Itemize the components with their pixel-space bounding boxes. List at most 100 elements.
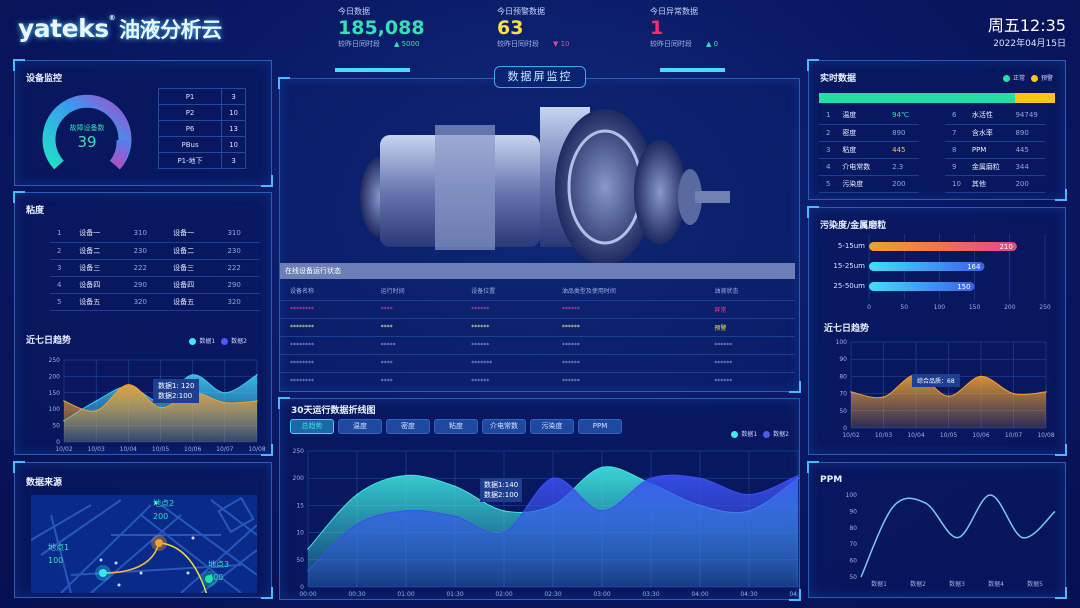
y-tick-label: 60: [849, 558, 857, 565]
cell: ******: [704, 336, 795, 355]
cell: 13: [221, 120, 246, 137]
tab-1[interactable]: 温度: [338, 419, 382, 434]
x-tick-label: 0: [867, 304, 871, 311]
cell: 1: [50, 225, 73, 243]
table-row[interactable]: *******************************: [280, 354, 795, 373]
tab-3[interactable]: 粘度: [434, 419, 478, 434]
y-tick-label: 250: [49, 357, 61, 364]
table-row[interactable]: *******************************: [280, 336, 795, 355]
cell: 5: [819, 175, 836, 193]
cell: 污染度: [835, 175, 886, 193]
trend-right-tooltip: 综合品质：68: [912, 374, 960, 387]
cell: ******: [461, 336, 552, 355]
y-tick-label: 250: [293, 448, 305, 455]
realtime-row: 5 污染度 200: [819, 175, 919, 193]
table-row[interactable]: ******** **** ****** ****** ******: [280, 372, 795, 391]
bar: [869, 282, 975, 291]
cell: 温度: [835, 107, 886, 125]
trend-right-chart: 0 50 70 80 90 100 10/02 10/03 10/04 10/05 10/06 10/…: [836, 339, 1055, 439]
bar-value-label: 210: [999, 243, 1012, 251]
column-header: 设备名称: [290, 288, 315, 295]
trend-left-tooltip: 数据1: 120 数据2:100: [153, 379, 200, 403]
location-1-label: 地点1 100: [48, 543, 70, 565]
data-point: [850, 391, 852, 393]
cell: 310: [220, 225, 260, 243]
location-2-label: 地点2 200: [153, 499, 175, 521]
data-point: [503, 510, 505, 512]
tab-6[interactable]: PPM: [578, 419, 622, 434]
cell: ********: [280, 318, 371, 337]
bar: [869, 262, 985, 271]
y-tick-label: 80: [849, 525, 857, 532]
cell: 10: [945, 175, 965, 193]
y-tick-label: 90: [839, 356, 847, 363]
y-tick-label: 0: [843, 425, 847, 432]
monitor-row: P6 13: [157, 120, 246, 137]
cell: 200: [1008, 175, 1045, 193]
table-row[interactable]: ******** **** ****** ****** 异常: [280, 300, 795, 319]
cell: ******: [551, 354, 705, 373]
tab-5[interactable]: 污染度: [530, 419, 574, 434]
cell: ******: [461, 300, 552, 319]
x-tick-label: 10/05: [152, 446, 169, 453]
x-tick-label: 数据3: [949, 580, 965, 588]
realtime-row: 8 PPM 445: [945, 141, 1045, 159]
y-tick-label: 50: [849, 574, 857, 581]
viscosity-panel: 粘度 1 设备一 310 设备一 310 2 设备二 230 设备二 230 3 设备三 222 设备三 2…: [13, 191, 273, 456]
ppm-panel: PPM 50 60 70 80 90 100 数据1 数据2 数据3 数据4 数据5: [807, 461, 1067, 599]
y-tick-label: 80: [839, 373, 847, 380]
data-point: [650, 477, 652, 479]
cell: 290: [126, 276, 167, 294]
line30-chart: 0 50 10 15 200 250 00:00 00:30 01:00 01:30 02:00 02…: [293, 448, 801, 598]
cell: 2: [819, 124, 836, 142]
y-tick-label: 0: [56, 439, 60, 446]
cell: ****: [370, 318, 462, 337]
monitor-title-badge: 数据屏监控: [494, 66, 586, 88]
data-point: [601, 466, 603, 469]
x-tick-label: 150: [969, 304, 981, 311]
cell: ********: [280, 372, 371, 391]
tab-4[interactable]: 介电常数: [482, 419, 526, 434]
device-status-title: 在线设备运行状态: [280, 263, 795, 279]
data-point: [224, 401, 226, 404]
x-tick-label: 00:00: [299, 591, 316, 598]
cell: ******: [704, 372, 795, 391]
realtime-row: 6 水活性 94749: [945, 107, 1045, 125]
viscosity-row: 2 设备二 230 设备二 230: [50, 242, 260, 260]
data-point: [224, 392, 226, 394]
cell: 4: [819, 158, 836, 176]
x-tick-label: 10/03: [875, 432, 892, 439]
bar: [869, 242, 1017, 251]
tab-0[interactable]: 总趋势: [290, 419, 334, 434]
x-tick-label: 数据1: [871, 580, 887, 588]
cell: P1-地下: [157, 152, 223, 169]
x-tick-label: 数据2: [910, 580, 926, 588]
pollution-panel: 污染度/金属磨粒 0 50 100 150 200 250 5-15um 210 15-25um…: [807, 206, 1067, 456]
y-tick-label: 0: [300, 584, 304, 591]
table-row[interactable]: ******** **** ****** ****** 预警: [280, 318, 795, 337]
cell: 设备五: [72, 293, 127, 311]
viscosity-table: 1 设备一 310 设备一 310 2 设备二 230 设备二 230 3 设备三 222 设备三 222 4…: [50, 225, 260, 311]
data-point: [882, 396, 885, 398]
cell: P6: [157, 120, 223, 137]
realtime-row: 4 介电常数 2.3: [819, 158, 919, 176]
cell: 含水率: [964, 124, 1009, 142]
x-tick-label: 01:30: [446, 591, 463, 598]
x-tick-label: 03:00: [593, 591, 610, 598]
cell: 230: [126, 242, 167, 260]
deco-bar: [335, 68, 410, 72]
series-area-1: [308, 475, 798, 587]
cell: P2: [157, 104, 223, 121]
x-tick-label: 数据5: [1027, 580, 1043, 588]
cell: 890: [885, 124, 919, 142]
tab-2[interactable]: 密度: [386, 419, 430, 434]
cell: 222: [220, 259, 260, 277]
cell: PBus: [157, 136, 223, 153]
y-tick-label: 100: [846, 492, 858, 499]
pollution-bar-chart: 0 50 100 150 200 250 5-15um 210 15-25um 164 25-50u…: [833, 234, 1051, 311]
realtime-row: 9 金属磨粒 344: [945, 158, 1045, 176]
cell: ******: [551, 372, 705, 391]
x-tick-label: 10/03: [88, 446, 105, 453]
cell: 94℃: [885, 107, 919, 125]
